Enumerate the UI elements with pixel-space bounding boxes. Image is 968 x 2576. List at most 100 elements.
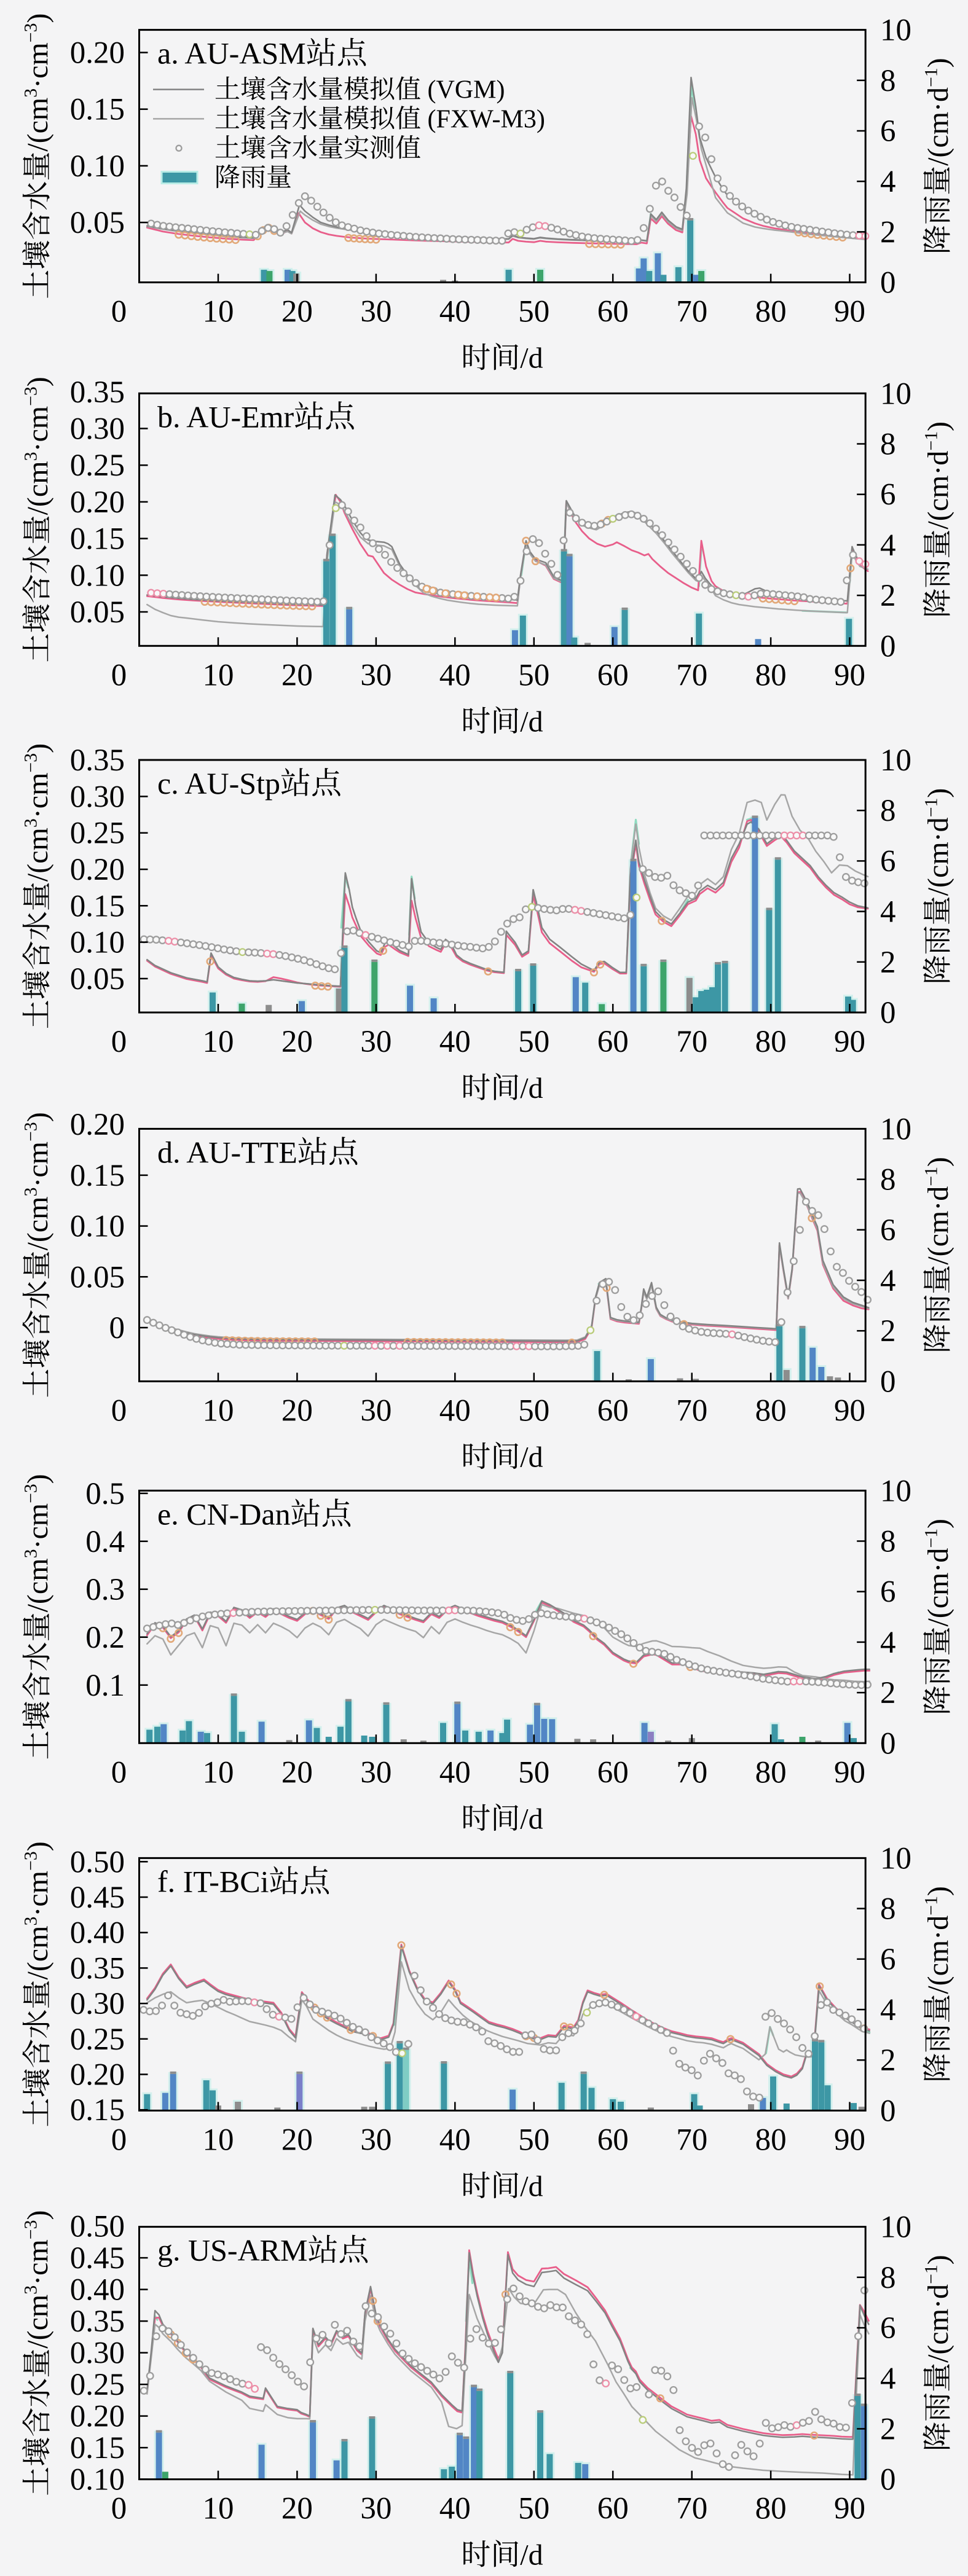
svg-text:c. AU-Stp: c. AU-Stp: [157, 766, 280, 801]
svg-text:0: 0: [880, 2094, 896, 2128]
svg-text:80: 80: [755, 658, 787, 692]
svg-text:6: 6: [880, 1213, 896, 1248]
svg-text:0.10: 0.10: [70, 926, 125, 960]
svg-text:0.15: 0.15: [70, 1159, 125, 1193]
svg-text:0.30: 0.30: [70, 412, 125, 447]
svg-text:0.35: 0.35: [70, 743, 125, 778]
svg-text:0: 0: [880, 629, 896, 664]
svg-text:): ): [22, 377, 54, 386]
svg-text:0.25: 0.25: [70, 2368, 125, 2402]
svg-text:0.20: 0.20: [70, 853, 125, 887]
svg-text:0.05: 0.05: [70, 962, 125, 996]
svg-text:0.10: 0.10: [70, 1210, 125, 1244]
svg-text:0.10: 0.10: [70, 2463, 125, 2497]
svg-text:−1: −1: [921, 68, 942, 87]
svg-text:80: 80: [755, 1025, 787, 1059]
svg-text:70: 70: [676, 2492, 707, 2526]
svg-text:·cm: ·cm: [22, 2239, 54, 2285]
svg-text:): ): [922, 58, 954, 68]
svg-text:e. CN-Dan: e. CN-Dan: [157, 1497, 291, 1531]
svg-text:8: 8: [880, 1525, 896, 1559]
svg-text:a. AU-ASM: a. AU-ASM: [157, 36, 306, 71]
svg-text:40: 40: [439, 1755, 471, 1790]
svg-text:0.30: 0.30: [70, 1987, 125, 2021]
svg-text:0: 0: [880, 1726, 896, 1761]
svg-text:30: 30: [360, 1393, 392, 1428]
svg-text:80: 80: [755, 295, 787, 329]
svg-text:0: 0: [111, 658, 127, 692]
svg-text:20: 20: [281, 658, 313, 692]
svg-text:/(cm·d: /(cm·d: [922, 1186, 954, 1265]
svg-text:0: 0: [111, 1393, 127, 1428]
svg-text:−3: −3: [20, 1122, 41, 1141]
svg-text:40: 40: [439, 658, 471, 692]
svg-text:0: 0: [111, 295, 127, 329]
svg-text:10: 10: [880, 1474, 911, 1508]
svg-text:70: 70: [676, 1393, 707, 1428]
svg-text:4: 4: [880, 1993, 896, 2027]
svg-text:0.15: 0.15: [70, 2431, 125, 2465]
svg-text:(FXW-M3): (FXW-M3): [421, 105, 545, 133]
svg-text:20: 20: [281, 295, 313, 329]
svg-text:−3: −3: [20, 2220, 41, 2239]
svg-text:10: 10: [880, 14, 911, 48]
svg-text:20: 20: [281, 1755, 313, 1790]
svg-text:8: 8: [880, 794, 896, 828]
svg-text:6: 6: [880, 844, 896, 879]
svg-text:0.15: 0.15: [70, 93, 125, 127]
svg-text:0: 0: [109, 1311, 125, 1345]
svg-text:8: 8: [880, 1163, 896, 1197]
svg-text:b. AU-Emr: b. AU-Emr: [157, 399, 294, 434]
svg-text:/d: /d: [520, 1441, 543, 1473]
svg-text:): ): [22, 743, 54, 753]
svg-text:0.10: 0.10: [70, 558, 125, 593]
svg-text:−3: −3: [20, 753, 41, 773]
svg-text:/(cm·d: /(cm·d: [922, 451, 954, 530]
svg-text:0.30: 0.30: [70, 780, 125, 814]
svg-text:2: 2: [880, 1314, 896, 1349]
svg-text:0.15: 0.15: [70, 2093, 125, 2128]
svg-text:/(cm·d: /(cm·d: [922, 87, 954, 166]
svg-text:0.05: 0.05: [70, 206, 125, 240]
svg-text:·cm: ·cm: [22, 1871, 54, 1917]
svg-text:0.35: 0.35: [70, 375, 125, 410]
svg-text:/(cm: /(cm: [22, 1558, 54, 1612]
svg-text:−1: −1: [921, 1529, 942, 1548]
svg-text:3: 3: [20, 818, 41, 828]
svg-text:90: 90: [834, 2492, 865, 2526]
svg-text:0: 0: [880, 996, 896, 1030]
svg-text:6: 6: [880, 1943, 896, 1977]
svg-text:0: 0: [880, 2463, 896, 2497]
svg-text:0.40: 0.40: [70, 1916, 125, 1951]
svg-text:10: 10: [880, 1112, 911, 1146]
svg-text:30: 30: [360, 1025, 392, 1059]
svg-text:/(cm: /(cm: [22, 98, 54, 152]
svg-text:20: 20: [281, 2492, 313, 2526]
svg-text:−3: −3: [21, 1851, 41, 1871]
svg-text:/(cm·d: /(cm·d: [922, 1916, 954, 1994]
svg-text:/(cm·d: /(cm·d: [922, 2284, 954, 2363]
svg-text:·cm: ·cm: [22, 773, 54, 819]
svg-text:): ): [922, 1157, 954, 1167]
svg-text:70: 70: [676, 2123, 707, 2157]
svg-text:10: 10: [203, 1393, 234, 1428]
svg-text:80: 80: [755, 1393, 787, 1428]
svg-text:0.20: 0.20: [70, 36, 125, 71]
svg-text:10: 10: [880, 2210, 911, 2245]
svg-text:50: 50: [518, 2123, 549, 2157]
svg-text:0.2: 0.2: [85, 1621, 125, 1655]
svg-text:/d: /d: [520, 705, 543, 738]
svg-text:0.35: 0.35: [70, 2304, 125, 2339]
svg-text:f. IT-BCi: f. IT-BCi: [157, 1864, 269, 1898]
svg-text:): ): [922, 2255, 954, 2265]
svg-text:60: 60: [597, 1755, 629, 1790]
svg-text:0.1: 0.1: [85, 1669, 125, 1703]
svg-text:0: 0: [111, 2123, 127, 2157]
svg-text:10: 10: [203, 658, 234, 692]
svg-text:6: 6: [880, 1575, 896, 1610]
svg-text:30: 30: [360, 295, 392, 329]
svg-text:40: 40: [439, 2123, 471, 2157]
svg-text:40: 40: [439, 2492, 471, 2526]
svg-text:−1: −1: [921, 2265, 942, 2284]
svg-text:0.20: 0.20: [70, 1108, 125, 1142]
